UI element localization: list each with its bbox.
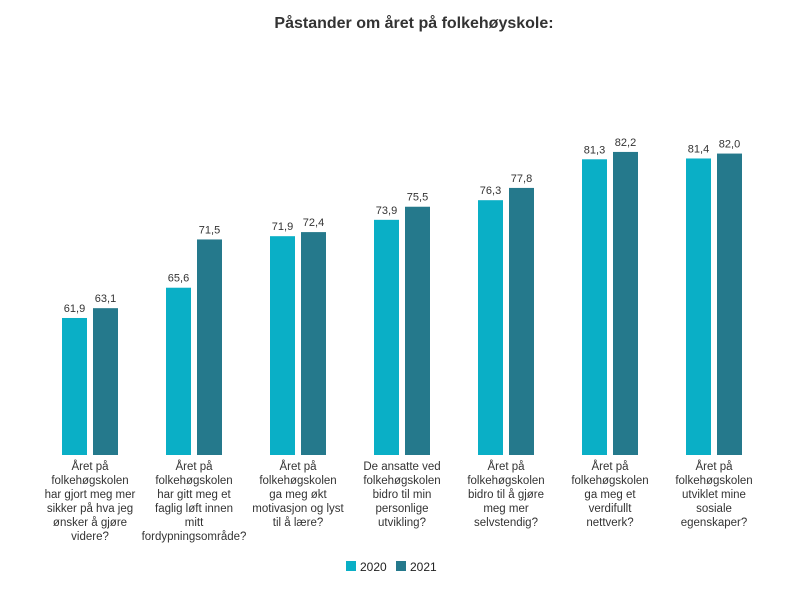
x-tick-label: ga meg økt <box>269 489 327 501</box>
legend-label[interactable]: 2020 <box>360 560 387 574</box>
x-tick-label: meg mer <box>483 503 529 515</box>
x-tick-label: utvikling? <box>378 517 426 529</box>
x-tick-label: sosiale <box>696 503 732 515</box>
bar-2021[interactable] <box>301 232 326 455</box>
x-tick-label: folkehøgskolen <box>675 475 752 487</box>
x-tick-label: faglig løft innen <box>155 503 233 515</box>
data-label: 71,9 <box>272 221 293 233</box>
x-tick-label: Året på <box>591 460 629 473</box>
data-label: 65,6 <box>168 273 189 285</box>
legend-swatch-2020 <box>346 561 356 571</box>
x-tick-label: ga meg et <box>584 489 636 501</box>
data-label: 72,4 <box>303 217 324 229</box>
x-tick-label: ønsker å gjøre <box>53 517 127 529</box>
x-tick-label: folkehøgskolen <box>155 475 232 487</box>
x-tick-label: Året på <box>279 460 317 473</box>
x-tick-label: sikker på hva jeg <box>47 503 133 515</box>
bar-2021[interactable] <box>405 206 430 455</box>
x-tick-label: til å lære? <box>273 517 324 529</box>
bar-2020[interactable] <box>166 287 191 455</box>
x-tick-label: motivasjon og lyst <box>252 503 344 515</box>
x-tick-label: nettverk? <box>586 517 633 529</box>
data-label: 76,3 <box>480 185 501 197</box>
x-tick-label: egenskaper? <box>681 517 748 529</box>
bar-2021[interactable] <box>509 187 534 455</box>
data-label: 82,2 <box>615 137 636 149</box>
x-tick-label: Året på <box>695 460 733 473</box>
bar-2020[interactable] <box>582 159 607 455</box>
x-tick-label: Året på <box>175 460 213 473</box>
x-tick-label: Året på <box>71 460 109 473</box>
x-tick-label: Året på <box>487 460 525 473</box>
chart-title: Påstander om året på folkehøyskole: <box>274 14 553 32</box>
data-label: 63,1 <box>95 293 116 305</box>
data-label: 77,8 <box>511 173 532 185</box>
x-tick-label: utviklet mine <box>682 489 746 501</box>
x-tick-label: har gitt meg et <box>157 489 231 501</box>
data-label: 81,3 <box>584 144 605 156</box>
x-tick-label: personlige <box>375 503 428 515</box>
x-tick-label: folkehøgskolen <box>259 475 336 487</box>
bar-2021[interactable] <box>717 153 742 455</box>
x-tick-label: har gjort meg mer <box>45 489 136 501</box>
x-tick-label: De ansatte ved <box>363 461 440 473</box>
bar-2021[interactable] <box>613 151 638 455</box>
data-label: 82,0 <box>719 139 740 151</box>
x-tick-label: folkehøgskolen <box>571 475 648 487</box>
x-tick-label: folkehøgskolen <box>363 475 440 487</box>
x-tick-label: fordypningsområde? <box>142 531 247 543</box>
x-tick-label: folkehøgskolen <box>467 475 544 487</box>
bar-2021[interactable] <box>93 308 118 455</box>
bar-2020[interactable] <box>686 158 711 455</box>
data-label: 81,4 <box>688 143 709 155</box>
bar-2021[interactable] <box>197 239 222 455</box>
bar-2020[interactable] <box>62 317 87 455</box>
legend: 2020 2021 <box>346 560 437 574</box>
x-tick-label: folkehøgskolen <box>51 475 128 487</box>
x-tick-label: mitt <box>185 517 204 529</box>
legend-swatch-2021 <box>396 561 406 571</box>
legend-label[interactable]: 2021 <box>410 560 437 574</box>
data-label: 73,9 <box>376 205 397 217</box>
x-tick-label: bidro til min <box>373 489 432 501</box>
bar-2020[interactable] <box>478 200 503 455</box>
data-label: 71,5 <box>199 224 220 236</box>
x-tick-label: videre? <box>71 531 109 543</box>
x-tick-label: bidro til å gjøre <box>468 489 544 501</box>
bar-2020[interactable] <box>374 219 399 455</box>
x-tick-label: verdifullt <box>589 503 633 515</box>
bar-2020[interactable] <box>270 236 295 455</box>
x-tick-label: selvstendig? <box>474 517 538 529</box>
data-label: 61,9 <box>64 303 85 315</box>
data-label: 75,5 <box>407 192 428 204</box>
